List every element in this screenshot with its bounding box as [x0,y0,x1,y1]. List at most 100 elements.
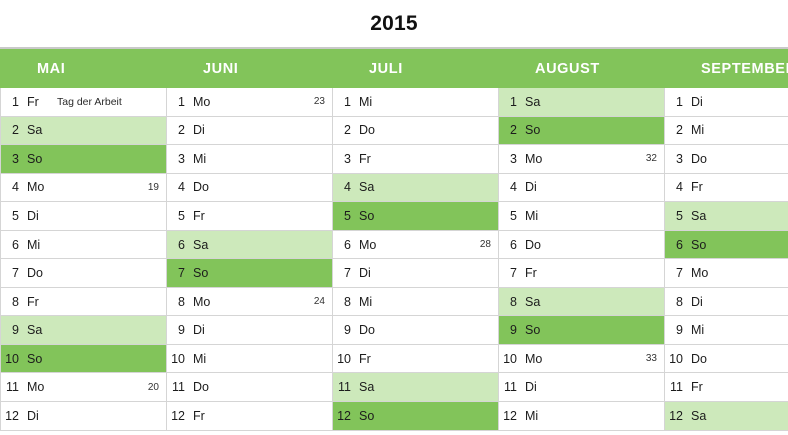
day-number: 11 [670,380,683,395]
day-number: 9 [510,323,517,338]
day-number: 8 [12,294,19,309]
day-cell[interactable]: 12 Mi [498,402,664,431]
day-cell[interactable]: 8 Mo 24 [166,287,332,317]
day-cell[interactable]: 6 Sa [166,230,332,260]
day-cell[interactable]: 11 Mo 20 [0,373,166,403]
day-number: 7 [178,266,185,281]
day-cell[interactable]: 3 Fr [332,145,498,174]
day-cell[interactable]: 8 Fr [0,287,166,317]
day-number: 8 [676,294,683,309]
day-cell[interactable]: 2 Di [166,116,332,146]
day-cell[interactable]: 7Mo37 [664,259,788,288]
day-cell[interactable]: 10 Mo 33 [498,344,664,374]
day-cell[interactable]: 7 So [166,259,332,288]
day-cell[interactable]: 9 Di [166,316,332,345]
day-cell[interactable]: 6 Do [498,230,664,260]
day-cell[interactable]: 3 Mo 32 [498,145,664,174]
day-cell[interactable]: 9 Sa [0,316,166,345]
weekday-abbrev: Fr [359,151,371,166]
weekday-abbrev: So [27,151,43,166]
day-number: 6 [12,237,19,252]
day-cell[interactable]: 9 Mi [664,316,788,345]
weekday-abbrev: Mo [193,94,211,109]
day-number: 8 [510,294,517,309]
weekday-abbrev: Mi [691,323,705,338]
day-cell[interactable]: 7 Di [332,259,498,288]
day-cell[interactable]: 1 Fr Tag der Arbeit [0,88,166,117]
day-cell[interactable]: 6 So [664,230,788,260]
day-cell[interactable]: 4 Fr [664,173,788,203]
day-cell[interactable]: 12 Di [0,402,166,431]
day-cell[interactable]: 2 Do [332,116,498,146]
weekday-abbrev: Do [359,123,375,138]
day-cell[interactable]: 9 Do [332,316,498,345]
day-cell[interactable]: 3 So [0,145,166,174]
weekday-abbrev: Do [691,151,707,166]
day-cell[interactable]: 11 Sa [332,373,498,403]
weekday-abbrev: Mi [691,123,705,138]
page-title: 2015 [370,11,418,35]
day-number: 2 [344,123,351,138]
day-number: 3 [178,151,185,166]
weekday-abbrev: Do [525,237,541,252]
month-name: JUNI [203,60,239,77]
day-cell[interactable]: 12 Sa [664,402,788,431]
day-cell[interactable]: 4 Mo 19 [0,173,166,203]
day-cell[interactable]: 12 So [332,402,498,431]
day-cell[interactable]: 2 Sa [0,116,166,146]
day-cell[interactable]: 11 Di [498,373,664,403]
day-cell[interactable]: 1 Mo 23 [166,88,332,117]
day-cell[interactable]: 3 Mi [166,145,332,174]
day-cell[interactable]: 7 Do [0,259,166,288]
day-cell[interactable]: 8 Sa [498,287,664,317]
day-cell[interactable]: 10 Mi [166,344,332,374]
day-number: 6 [344,237,351,252]
day-cell[interactable]: 6 Mo 28 [332,230,498,260]
weekday-abbrev: Mo [27,380,45,395]
day-cell[interactable]: 12 Fr [166,402,332,431]
day-cell[interactable]: 8 Mi [332,287,498,317]
day-cell[interactable]: 2 So [498,116,664,146]
day-number: 2 [178,123,185,138]
day-number: 2 [510,123,517,138]
day-cell[interactable]: 7 Fr [498,259,664,288]
weekday-abbrev: Mi [359,294,373,309]
day-cell[interactable]: 6 Mi [0,230,166,260]
day-number: 12 [171,408,185,423]
weekday-abbrev: Di [27,408,39,423]
day-cell[interactable]: 4 Di [498,173,664,203]
day-cell[interactable]: 5 Sa [664,202,788,231]
month-header: AUGUST [498,47,664,88]
day-list: 1 Mi 2 Do 3 Fr 4 Sa 5 So 6 Mo 28 7 Di 8 Mi 9 Do 10 Fr 11 Sa 12 S… [332,88,498,431]
day-cell[interactable]: 10 Do [664,344,788,374]
weekday-abbrev: Di [193,123,205,138]
day-cell[interactable]: 1 Sa [498,88,664,117]
day-cell[interactable]: 2 Mi [664,116,788,146]
day-cell[interactable]: 10 So [0,344,166,374]
day-cell[interactable]: 10 Fr [332,344,498,374]
day-number: 8 [344,294,351,309]
day-cell[interactable]: 1 Mi [332,88,498,117]
day-number: 9 [178,323,185,338]
day-cell[interactable]: 4 Do [166,173,332,203]
day-number: 2 [12,123,19,138]
day-cell[interactable]: 4 Sa [332,173,498,203]
day-cell[interactable]: 9 So [498,316,664,345]
day-cell[interactable]: 1 Di [664,88,788,117]
day-number: 1 [12,94,19,109]
day-cell[interactable]: 5 Di [0,202,166,231]
weekday-abbrev: Sa [27,323,43,338]
day-number: 6 [510,237,517,252]
week-number: 33 [645,353,657,365]
day-number: 6 [676,237,683,252]
day-number: 9 [344,323,351,338]
day-cell[interactable]: 11 Do [166,373,332,403]
day-number: 12 [503,408,517,423]
day-cell[interactable]: 5 So [332,202,498,231]
weekday-abbrev: Fr [525,266,537,281]
day-cell[interactable]: 5 Fr [166,202,332,231]
day-cell[interactable]: 5 Mi [498,202,664,231]
day-cell[interactable]: 11 Fr [664,373,788,403]
day-cell[interactable]: 3 Do [664,145,788,174]
day-cell[interactable]: 8 Di [664,287,788,317]
